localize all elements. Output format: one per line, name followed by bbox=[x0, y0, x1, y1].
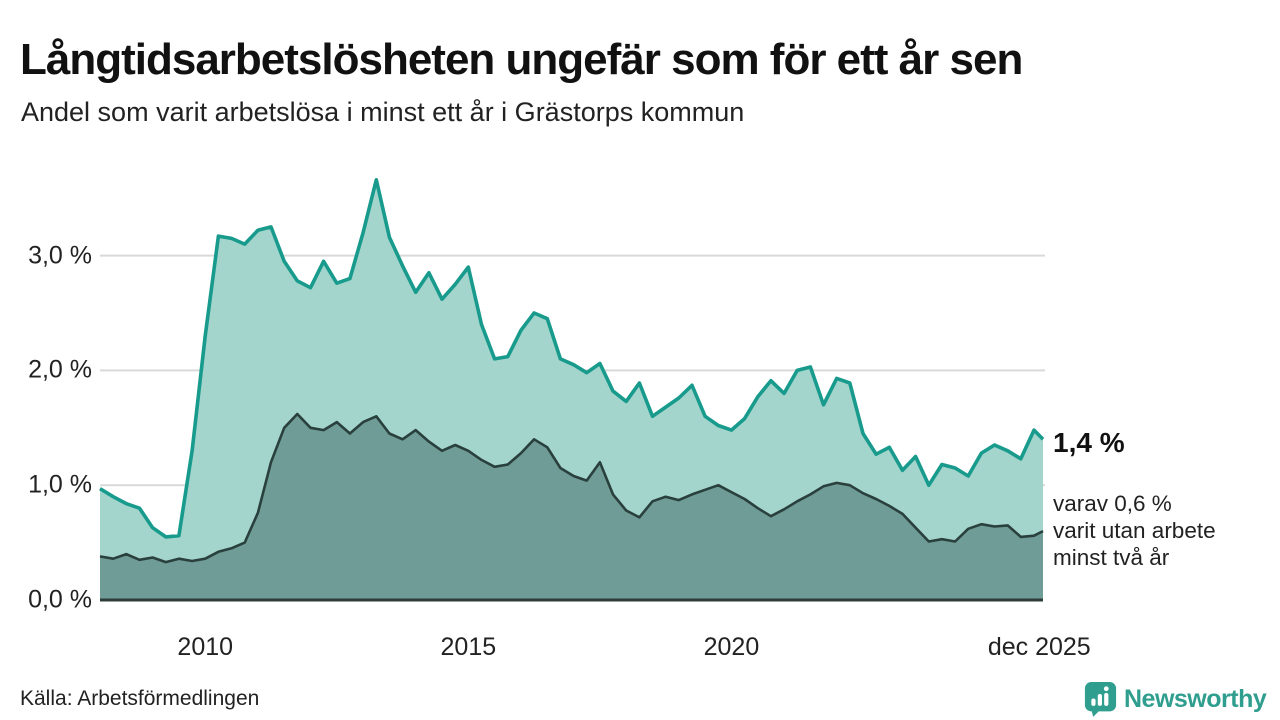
newsworthy-logo: Newsworthy bbox=[1084, 681, 1267, 717]
x-tick-label: dec 2025 bbox=[987, 633, 1091, 661]
series-line-min-two-years bbox=[99, 412, 1044, 564]
secondary-annotation-line1: varav 0,6 % bbox=[1053, 491, 1172, 516]
secondary-annotation-line3: minst två år bbox=[1053, 545, 1170, 570]
series-line-min-one-year bbox=[99, 178, 1045, 539]
secondary-annotation-line2: varit utan arbete bbox=[1053, 518, 1216, 543]
series-area-min-two-years bbox=[100, 414, 1043, 600]
x-tick-label: 2020 bbox=[703, 633, 760, 661]
secondary-annotation: varav 0,6 % varit utan arbete minst två … bbox=[1053, 490, 1216, 571]
y-tick-label: 3,0 % bbox=[28, 241, 92, 270]
x-tick-label: 2010 bbox=[177, 633, 234, 661]
chart-title: Långtidsarbetslösheten ungefär som för e… bbox=[20, 35, 1023, 85]
brand-name: Newsworthy bbox=[1124, 684, 1267, 713]
latest-value-label: 1,4 % bbox=[1053, 427, 1125, 458]
x-tick-label: 2015 bbox=[440, 633, 497, 661]
y-tick-label: 1,0 % bbox=[28, 470, 92, 499]
y-tick-label: 2,0 % bbox=[28, 355, 92, 384]
y-tick-label: 0,0 % bbox=[28, 585, 92, 614]
newsworthy-logo-icon bbox=[1084, 682, 1117, 717]
chart-subtitle: Andel som varit arbetslösa i minst ett å… bbox=[21, 97, 745, 127]
source-label: Källa: Arbetsförmedlingen bbox=[20, 687, 260, 710]
